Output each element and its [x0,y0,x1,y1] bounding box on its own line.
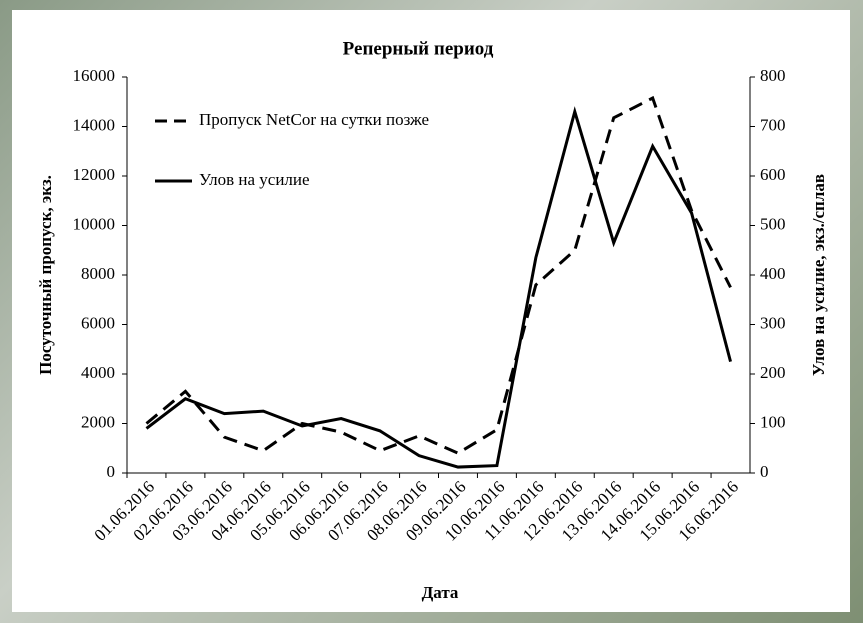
y-tick-label: 2000 [81,412,115,431]
y-axis-title: Посуточный пропуск, экз. [36,175,55,375]
series-line [145,106,732,469]
y-tick-label: 4000 [81,363,115,382]
y-tick-label: 0 [107,462,116,481]
x-axis-title: Дата [422,583,459,602]
y2-tick-label: 300 [760,313,786,332]
y2-tick-label: 700 [760,115,786,134]
y-tick-label: 14000 [73,115,116,134]
y2-axis-title: Улов на усилие, экз./сплав [809,174,828,376]
panel [12,10,850,612]
y-tick-label: 6000 [81,313,115,332]
y2-tick-label: 100 [760,412,786,431]
y2-tick-label: 0 [760,462,769,481]
legend-label: Пропуск NetCor на сутки позже [199,110,429,129]
y2-tick-label: 800 [760,66,786,85]
y2-tick-label: 500 [760,214,786,233]
chart-title: Реперный период [343,38,494,59]
y-tick-label: 16000 [73,66,116,85]
y-tick-label: 10000 [73,214,116,233]
y-tick-label: 12000 [73,165,116,184]
y2-tick-label: 600 [760,165,786,184]
y2-tick-label: 400 [760,264,786,283]
legend-label: Улов на усилие [199,170,310,189]
y-tick-label: 8000 [81,264,115,283]
y2-tick-label: 200 [760,363,786,382]
series-line [145,95,732,455]
